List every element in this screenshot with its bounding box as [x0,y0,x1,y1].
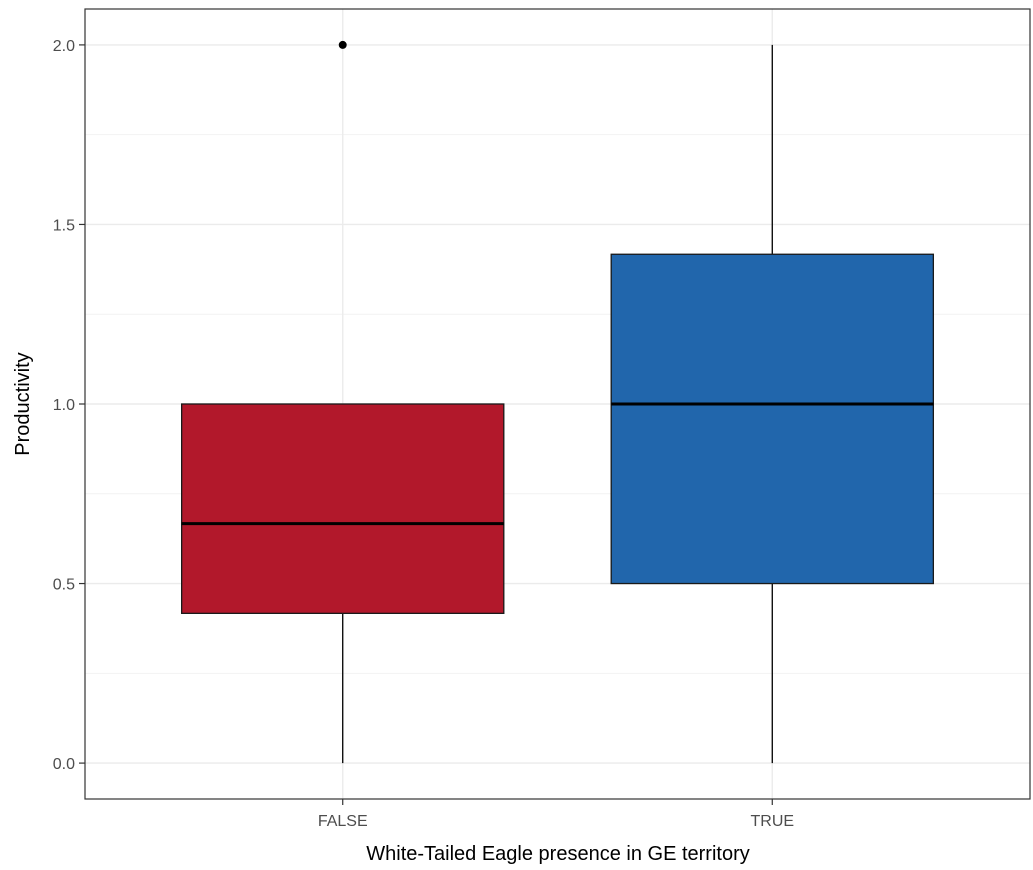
axes: 0.0 0.5 1.0 1.5 2.0 FALSE TRUE [53,38,794,830]
x-tick-label: TRUE [750,813,794,830]
boxes [180,40,935,764]
box-iqr [180,403,505,615]
y-tick-label: 0.5 [53,577,75,594]
box-false [180,40,505,764]
y-axis-title: Productivity [12,352,34,455]
box-iqr [610,253,935,585]
x-tick-label: FALSE [318,813,368,830]
y-tick-label: 1.5 [53,217,75,234]
outlier-point [338,40,347,49]
box-true [610,44,935,764]
x-axis-title: White-Tailed Eagle presence in GE territ… [366,843,750,865]
y-tick-label: 0.0 [53,756,75,773]
y-tick-label: 1.0 [53,397,75,414]
y-tick-label: 2.0 [53,38,75,55]
